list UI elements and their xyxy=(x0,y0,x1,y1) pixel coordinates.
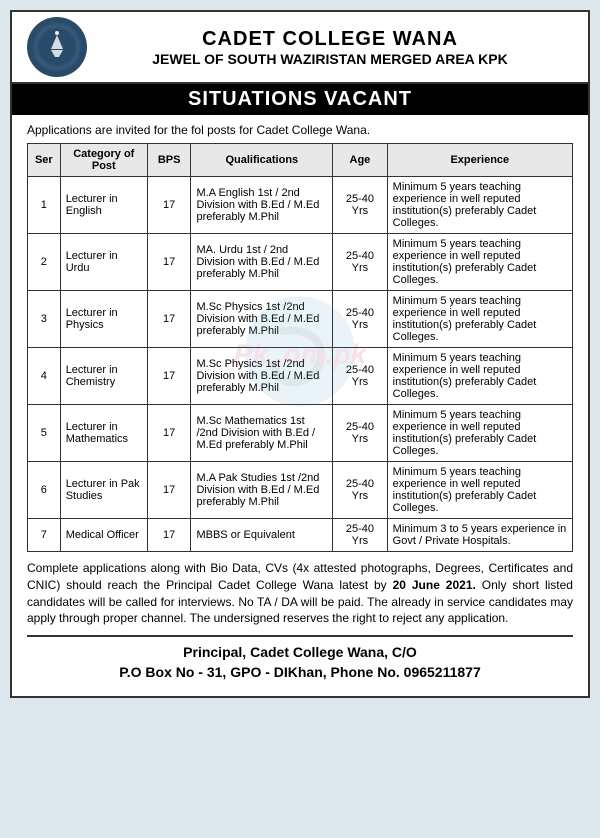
table-cell: 25-40 Yrs xyxy=(333,405,388,462)
table-body: 1Lecturer in English17M.A English 1st / … xyxy=(28,177,573,552)
table-cell: 25-40 Yrs xyxy=(333,462,388,519)
table-cell: 7 xyxy=(28,519,61,552)
table-cell: 2 xyxy=(28,234,61,291)
table-cell: 17 xyxy=(147,291,191,348)
table-cell: Medical Officer xyxy=(60,519,147,552)
instructions: Complete applications along with Bio Dat… xyxy=(27,560,573,627)
table-cell: 17 xyxy=(147,234,191,291)
table-cell: 17 xyxy=(147,462,191,519)
footer-line1: Principal, Cadet College Wana, C/O xyxy=(27,643,573,663)
table-cell: Minimum 5 years teaching experience in w… xyxy=(387,462,572,519)
table-cell: 25-40 Yrs xyxy=(333,291,388,348)
table-row: 5Lecturer in Mathematics17M.Sc Mathemati… xyxy=(28,405,573,462)
table-cell: M.Sc Mathematics 1st /2nd Division with … xyxy=(191,405,333,462)
table-row: 2Lecturer in Urdu17MA. Urdu 1st / 2nd Di… xyxy=(28,234,573,291)
table-header-cell: Experience xyxy=(387,144,572,177)
table-header-cell: Category of Post xyxy=(60,144,147,177)
table-cell: 25-40 Yrs xyxy=(333,519,388,552)
college-logo xyxy=(27,17,87,77)
table-cell: MA. Urdu 1st / 2nd Division with B.Ed / … xyxy=(191,234,333,291)
content: Applications are invited for the fol pos… xyxy=(12,115,588,696)
table-cell: M.Sc Physics 1st /2nd Division with B.Ed… xyxy=(191,291,333,348)
table-cell: 5 xyxy=(28,405,61,462)
table-row: 6Lecturer in Pak Studies17M.A Pak Studie… xyxy=(28,462,573,519)
table-cell: MBBS or Equivalent xyxy=(191,519,333,552)
table-cell: Lecturer in Chemistry xyxy=(60,348,147,405)
table-cell: Minimum 5 years teaching experience in w… xyxy=(387,234,572,291)
table-cell: 17 xyxy=(147,177,191,234)
table-cell: 17 xyxy=(147,348,191,405)
heading-bar: SITUATIONS VACANT xyxy=(12,84,588,115)
table-cell: Minimum 5 years teaching experience in w… xyxy=(387,177,572,234)
table-cell: 25-40 Yrs xyxy=(333,177,388,234)
table-cell: Lecturer in Mathematics xyxy=(60,405,147,462)
table-cell: 17 xyxy=(147,405,191,462)
header-text: CADET COLLEGE WANA JEWEL OF SOUTH WAZIRI… xyxy=(87,28,573,67)
table-cell: Minimum 5 years teaching experience in w… xyxy=(387,291,572,348)
table-cell: 17 xyxy=(147,519,191,552)
instructions-deadline: 20 June 2021. xyxy=(393,578,476,592)
table-header-cell: Ser xyxy=(28,144,61,177)
posts-table: SerCategory of PostBPSQualificationsAgeE… xyxy=(27,143,573,552)
table-cell: Lecturer in English xyxy=(60,177,147,234)
footer-contact: Principal, Cadet College Wana, C/O P.O B… xyxy=(27,635,573,688)
table-cell: Minimum 5 years teaching experience in w… xyxy=(387,348,572,405)
table-header-cell: BPS xyxy=(147,144,191,177)
table-header-row: SerCategory of PostBPSQualificationsAgeE… xyxy=(28,144,573,177)
table-cell: 25-40 Yrs xyxy=(333,234,388,291)
subtitle: JEWEL OF SOUTH WAZIRISTAN MERGED AREA KP… xyxy=(87,51,573,67)
intro-text: Applications are invited for the fol pos… xyxy=(27,123,573,137)
table-cell: Lecturer in Pak Studies xyxy=(60,462,147,519)
table-cell: 6 xyxy=(28,462,61,519)
footer-line2: P.O Box No - 31, GPO - DIKhan, Phone No.… xyxy=(27,663,573,683)
table-cell: 3 xyxy=(28,291,61,348)
table-cell: M.A Pak Studies 1st /2nd Division with B… xyxy=(191,462,333,519)
document-card: CADET COLLEGE WANA JEWEL OF SOUTH WAZIRI… xyxy=(10,10,590,698)
table-cell: Minimum 5 years teaching experience in w… xyxy=(387,405,572,462)
table-cell: M.Sc Physics 1st /2nd Division with B.Ed… xyxy=(191,348,333,405)
table-row: 1Lecturer in English17M.A English 1st / … xyxy=(28,177,573,234)
table-cell: Lecturer in Physics xyxy=(60,291,147,348)
table-cell: Minimum 3 to 5 years experience in Govt … xyxy=(387,519,572,552)
table-cell: 25-40 Yrs xyxy=(333,348,388,405)
table-row: 4Lecturer in Chemistry17M.Sc Physics 1st… xyxy=(28,348,573,405)
title-main: CADET COLLEGE WANA xyxy=(87,28,573,51)
table-row: 7Medical Officer17MBBS or Equivalent25-4… xyxy=(28,519,573,552)
table-header-cell: Age xyxy=(333,144,388,177)
table-cell: 1 xyxy=(28,177,61,234)
table-row: 3Lecturer in Physics17M.Sc Physics 1st /… xyxy=(28,291,573,348)
table-cell: 4 xyxy=(28,348,61,405)
table-cell: M.A English 1st / 2nd Division with B.Ed… xyxy=(191,177,333,234)
table-header-cell: Qualifications xyxy=(191,144,333,177)
header: CADET COLLEGE WANA JEWEL OF SOUTH WAZIRI… xyxy=(12,12,588,84)
table-cell: Lecturer in Urdu xyxy=(60,234,147,291)
